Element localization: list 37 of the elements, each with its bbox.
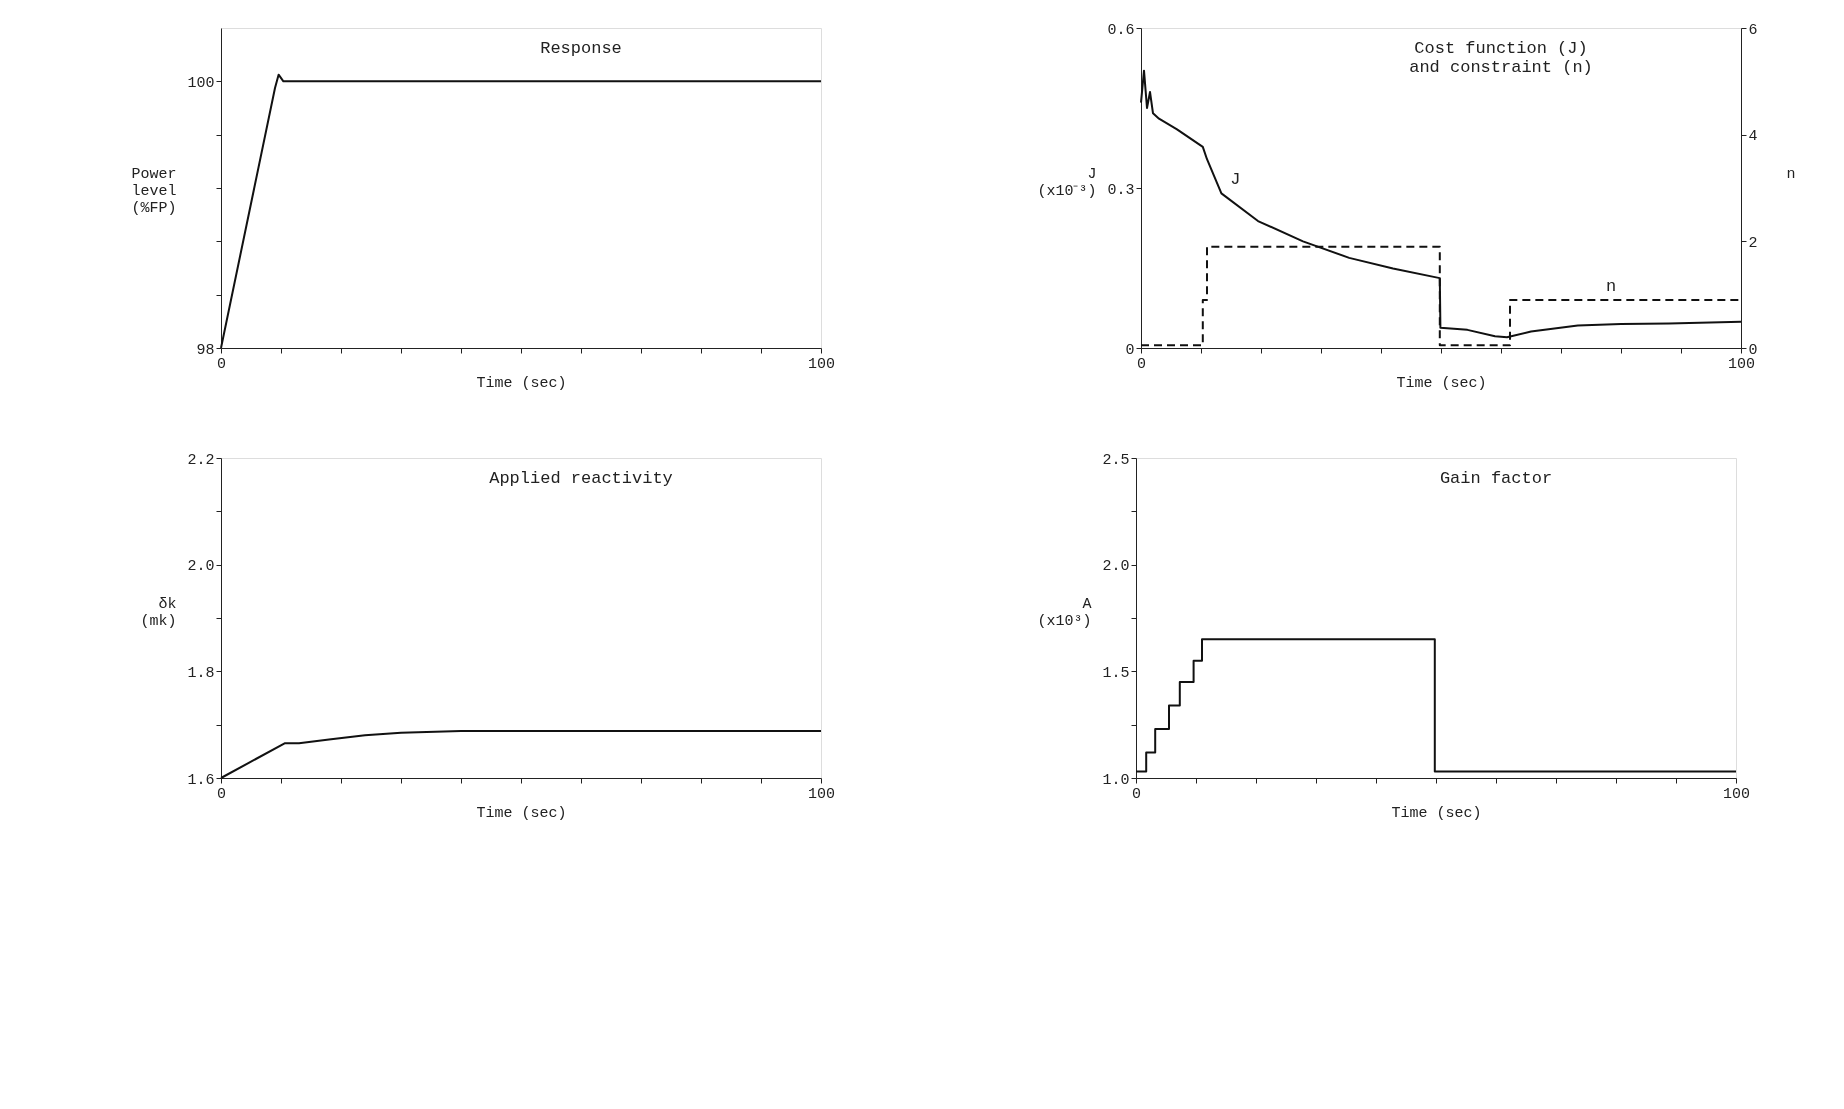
y-tick-label: 0 xyxy=(1125,341,1135,359)
text: Response xyxy=(540,39,622,58)
x-tick-label: 0 xyxy=(1136,355,1147,373)
y-tick-label: 98 xyxy=(196,341,215,359)
y-axis-title: A (x10³) xyxy=(1037,595,1092,630)
text: Cost function (J) and constraint (n) xyxy=(1409,39,1593,77)
x-axis-title: Time (sec) xyxy=(476,374,567,392)
annotation: J xyxy=(1230,170,1241,190)
y-tick-label: 2.0 xyxy=(187,558,215,576)
y-axis-title: J (x10⁻³) xyxy=(1037,165,1097,200)
y-axis-title: δk (mk) xyxy=(140,595,177,630)
text: Gain factor xyxy=(1439,469,1553,488)
y-tick-label: 1.0 xyxy=(1102,771,1130,789)
y-tick-label: 0.3 xyxy=(1107,181,1135,199)
x-tick-label: 100 xyxy=(807,355,836,373)
y-tick-label: 2.0 xyxy=(1102,558,1130,576)
x-tick-label: 100 xyxy=(807,785,836,803)
y-tick-label: 1.6 xyxy=(187,771,215,789)
x-tick-label: 0 xyxy=(216,355,227,373)
x-axis-title: Time (sec) xyxy=(1396,374,1487,392)
y2-tick-label: 6 xyxy=(1748,21,1758,39)
x-axis-title: Time (sec) xyxy=(1391,804,1482,822)
x-tick-label: 100 xyxy=(1722,785,1751,803)
x-tick-label: 0 xyxy=(216,785,227,803)
y2-tick-label: 2 xyxy=(1748,234,1758,252)
y-tick-label: 1.5 xyxy=(1102,664,1130,682)
annotation: n xyxy=(1605,277,1617,296)
y2-tick-label: 4 xyxy=(1748,128,1758,146)
y2-axis-title: n xyxy=(1786,165,1796,183)
x-axis-title: Time (sec) xyxy=(476,804,567,822)
y-tick-label: 2.5 xyxy=(1102,451,1130,469)
y-tick-label: 2.2 xyxy=(187,451,215,469)
y-axis-title: Power level (%FP) xyxy=(131,165,177,217)
text: Applied reactivity xyxy=(489,469,673,488)
y-tick-label: 1.8 xyxy=(187,664,215,682)
y-tick-label: 0.6 xyxy=(1107,21,1135,39)
y-tick-label: 100 xyxy=(187,74,215,92)
